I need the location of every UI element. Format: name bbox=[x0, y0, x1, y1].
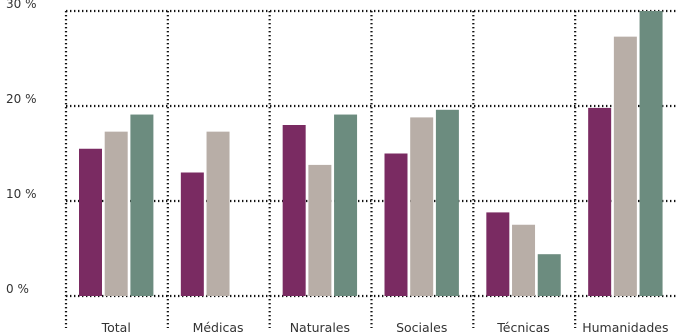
bar-series-2-médicas bbox=[206, 131, 230, 296]
grid-lines bbox=[64, 9, 677, 328]
y-axis-tick-labels: 0 % 10 % 20 % 30 % bbox=[6, 0, 37, 296]
bar-series-2-total bbox=[104, 131, 128, 296]
y-tick-label: 20 % bbox=[6, 92, 37, 106]
y-tick-label: 0 % bbox=[6, 282, 29, 296]
bar-series-1-médicas bbox=[180, 172, 204, 296]
bar-series-1-sociales bbox=[384, 153, 408, 296]
bar-series-3-humanidades bbox=[639, 11, 663, 296]
bars bbox=[79, 11, 663, 297]
bar-series-2-técnicas bbox=[512, 224, 536, 296]
bar-series-1-total bbox=[79, 148, 102, 296]
bar-series-3-total bbox=[130, 114, 154, 296]
bar-series-1-técnicas bbox=[486, 212, 510, 296]
bar-series-2-sociales bbox=[410, 117, 434, 297]
bar-series-3-técnicas bbox=[537, 254, 561, 296]
x-category-label: Humanidades bbox=[582, 320, 668, 335]
bar-series-1-naturales bbox=[282, 125, 306, 296]
x-category-label: Total bbox=[101, 320, 131, 335]
x-category-label: Técnicas bbox=[496, 320, 550, 335]
bar-series-3-naturales bbox=[334, 114, 358, 296]
y-tick-label: 30 % bbox=[6, 0, 37, 11]
x-axis-category-labels: Total Médicas Naturales Sociales Técnicas Hum… bbox=[101, 320, 669, 335]
bar-series-3-sociales bbox=[435, 109, 459, 296]
x-category-label: Sociales bbox=[396, 320, 447, 335]
bar-series-1-humanidades bbox=[588, 107, 612, 297]
bar-series-2-humanidades bbox=[613, 36, 637, 297]
bar-series-2-naturales bbox=[308, 164, 332, 296]
x-category-label: Médicas bbox=[193, 320, 244, 335]
y-tick-label: 10 % bbox=[6, 187, 37, 201]
x-category-label: Naturales bbox=[290, 320, 350, 335]
